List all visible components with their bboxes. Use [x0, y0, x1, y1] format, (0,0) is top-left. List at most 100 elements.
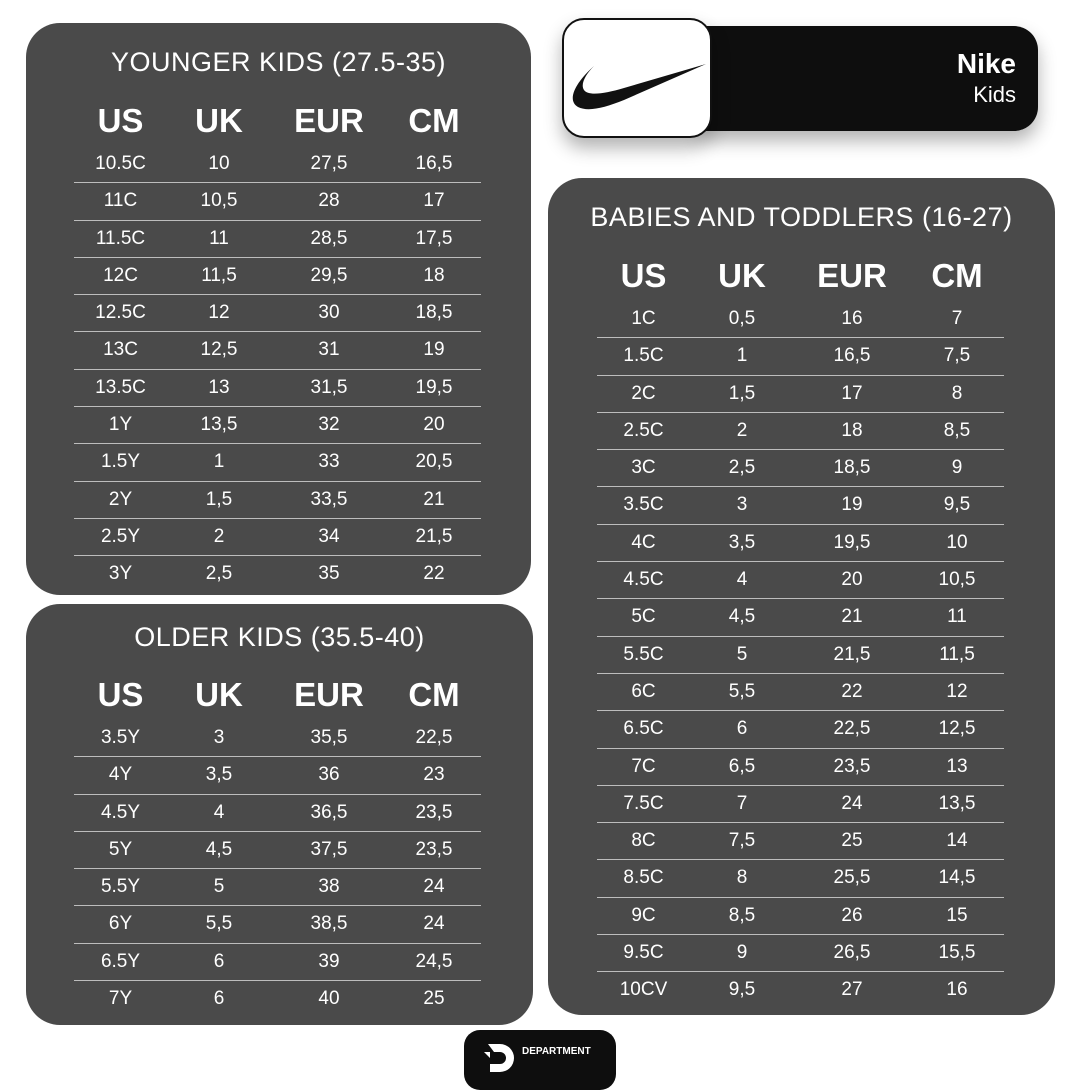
table-cell: 6,5	[728, 755, 756, 777]
table-cell: 23	[423, 764, 445, 786]
table-cell: 15	[946, 904, 968, 926]
table-cell: 26	[841, 904, 863, 926]
table-cell: 19,5	[415, 376, 453, 398]
column-header: CM	[408, 102, 460, 139]
table-cell: 4Y	[108, 764, 133, 786]
department-text: DEPARTMENT	[522, 1046, 591, 1057]
younger-kids-panel: YOUNGER KIDS (27.5-35) US UK EUR CM 10.5C 10 2…	[26, 23, 531, 595]
table-row: 4Y 3,5 36 23	[74, 757, 481, 795]
table-cell: 4,5	[205, 838, 233, 860]
table-header: US UK EUR CM	[74, 96, 481, 146]
table-cell: 10,5	[200, 190, 238, 212]
table-cell: 11C	[103, 190, 138, 212]
table-row: 6Y 5,5 38,5 24	[74, 906, 481, 944]
table-cell: 8	[951, 382, 963, 404]
table-cell: 3	[213, 727, 225, 748]
table-cell: 38	[318, 876, 340, 898]
table-row: 3C 2,5 18,5 9	[597, 450, 1004, 488]
table-row: 3.5Y 3 35,5 22,5	[74, 720, 481, 758]
table-row: 5.5C 5 21,5 11,5	[597, 637, 1004, 674]
table-cell: 8C	[631, 830, 656, 852]
table-cell: 3Y	[108, 563, 133, 585]
table-cell: 6Y	[108, 913, 133, 935]
table-cell: 1	[736, 345, 748, 367]
table-cell: 7C	[631, 755, 656, 777]
brand-subtitle: Kids	[973, 82, 1016, 107]
table-cell: 38,5	[310, 913, 348, 935]
table-cell: 2.5Y	[100, 525, 141, 547]
table-cell: 3,5	[205, 764, 233, 786]
table-cell: 26,5	[833, 942, 871, 964]
table-cell: 13,5	[200, 414, 238, 436]
column-header: EUR	[294, 676, 364, 713]
table-cell: 3	[736, 494, 748, 516]
table-cell: 11,5	[939, 643, 975, 665]
table-row: 9.5C 9 26,5 15,5	[597, 935, 1004, 973]
department-d-icon	[484, 1044, 514, 1072]
table-cell: 2C	[631, 382, 656, 404]
table-row: 12C 11,5 29,5 18	[74, 258, 481, 296]
table-cell: 24	[423, 876, 445, 898]
table-cell: 18,5	[833, 457, 871, 479]
table-cell: 7	[736, 792, 748, 814]
table-cell: 7Y	[108, 988, 133, 1010]
table-row: 2.5C 2 18 8,5	[597, 413, 1004, 451]
table-cell: 39	[318, 950, 340, 972]
table-cell: 23,5	[833, 755, 871, 777]
table-cell: 20	[841, 569, 863, 591]
table-cell: 3,5	[728, 531, 756, 553]
table-cell: 8	[736, 867, 748, 889]
column-header: US	[97, 676, 144, 713]
column-header: US	[620, 257, 667, 294]
table-cell: 33,5	[310, 488, 348, 510]
table-cell: 7,5	[943, 345, 971, 367]
table-cell: 4C	[631, 531, 656, 553]
size-table: US UK EUR CM 1C 0,5 16 7 1.5C 1 16,5 7,5 2C 1,5 17 8 2.5…	[597, 251, 1004, 1009]
table-cell: 8,5	[728, 904, 756, 926]
table-cell: 31	[318, 339, 340, 361]
table-row: 4.5C 4 20 10,5	[597, 562, 1004, 600]
table-cell: 10,5	[938, 569, 976, 591]
table-cell: 1Y	[108, 414, 133, 436]
table-cell: 6	[213, 988, 225, 1010]
table-cell: 4.5C	[623, 569, 664, 591]
table-cell: 12	[208, 302, 230, 324]
panel-title: BABIES AND TODDLERS (16-27)	[590, 202, 1013, 232]
table-cell: 1C	[631, 308, 656, 329]
table-cell: 12,5	[938, 718, 976, 740]
table-row: 6C 5,5 22 12	[597, 674, 1004, 712]
table-cell: 13	[946, 755, 968, 777]
table-cell: 12C	[103, 264, 138, 286]
table-cell: 19	[423, 339, 445, 361]
table-cell: 11	[209, 227, 229, 249]
table-cell: 4	[213, 801, 225, 823]
table-cell: 22	[841, 680, 863, 702]
table-cell: 13	[208, 376, 230, 398]
table-row: 8.5C 8 25,5 14,5	[597, 860, 1004, 898]
table-cell: 11.5C	[95, 227, 146, 249]
table-cell: 13.5C	[95, 376, 146, 398]
table-cell: 3.5Y	[100, 727, 141, 748]
table-cell: 25,5	[833, 867, 871, 889]
table-cell: 13C	[103, 339, 138, 361]
table-cell: 18	[423, 264, 445, 286]
table-cell: 35,5	[310, 727, 348, 748]
table-cell: 18,5	[415, 302, 453, 324]
table-cell: 25	[841, 830, 863, 852]
table-cell: 5.5Y	[100, 876, 141, 898]
department-logo: DEPARTMENT	[464, 1030, 616, 1090]
table-cell: 37,5	[310, 838, 348, 860]
table-cell: 2	[736, 419, 748, 441]
table-cell: 5Y	[108, 838, 133, 860]
panel-title: YOUNGER KIDS (27.5-35)	[110, 47, 447, 77]
table-cell: 24,5	[415, 950, 453, 972]
table-cell: 12	[946, 680, 968, 702]
table-cell: 6	[736, 718, 748, 740]
table-row: 5.5Y 5 38 24	[74, 869, 481, 907]
table-cell: 36,5	[310, 801, 348, 823]
panel-title: OLDER KIDS (35.5-40)	[134, 622, 425, 652]
table-cell: 28	[318, 190, 340, 212]
table-cell: 8,5	[943, 419, 971, 441]
brand-name: Nike	[956, 48, 1016, 79]
table-row: 11.5C 11 28,5 17,5	[74, 221, 481, 258]
